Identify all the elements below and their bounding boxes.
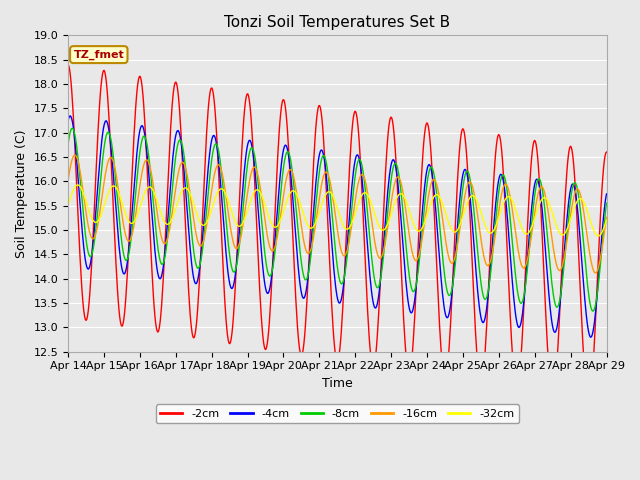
-32cm xyxy=(419,224,427,229)
-16cm xyxy=(64,178,72,184)
-16cm xyxy=(403,218,411,224)
Line: -32cm: -32cm xyxy=(68,185,607,236)
-32cm xyxy=(64,203,72,208)
-32cm xyxy=(603,217,611,223)
-8cm xyxy=(68,125,76,131)
-8cm xyxy=(75,160,83,166)
-8cm xyxy=(130,208,138,214)
Title: Tonzi Soil Temperatures Set B: Tonzi Soil Temperatures Set B xyxy=(224,15,451,30)
Y-axis label: Soil Temperature (C): Soil Temperature (C) xyxy=(15,129,28,258)
-2cm xyxy=(64,61,72,67)
-4cm xyxy=(67,113,74,119)
-4cm xyxy=(403,292,411,298)
Line: -16cm: -16cm xyxy=(68,155,607,273)
-2cm xyxy=(603,149,611,155)
-4cm xyxy=(419,201,427,206)
-8cm xyxy=(419,219,427,225)
-8cm xyxy=(603,200,611,206)
-32cm xyxy=(74,182,82,188)
-4cm xyxy=(75,181,83,187)
-16cm xyxy=(213,163,221,169)
-16cm xyxy=(185,181,193,187)
-32cm xyxy=(185,188,193,193)
-2cm xyxy=(74,206,82,212)
-2cm xyxy=(212,126,220,132)
Line: -8cm: -8cm xyxy=(68,128,607,311)
-2cm xyxy=(419,160,426,166)
-4cm xyxy=(603,191,611,197)
-8cm xyxy=(589,308,597,314)
-32cm xyxy=(403,202,411,207)
-16cm xyxy=(419,230,427,236)
-4cm xyxy=(130,185,138,191)
-4cm xyxy=(64,118,72,124)
-16cm xyxy=(71,152,79,158)
-8cm xyxy=(213,143,221,148)
-32cm xyxy=(75,182,83,188)
Line: -2cm: -2cm xyxy=(68,64,607,402)
Line: -4cm: -4cm xyxy=(68,116,607,337)
-2cm xyxy=(129,148,137,154)
-16cm xyxy=(130,223,138,228)
-4cm xyxy=(587,335,595,340)
-2cm xyxy=(184,274,192,280)
-8cm xyxy=(64,142,72,148)
-8cm xyxy=(403,256,411,262)
-4cm xyxy=(185,227,193,233)
Text: TZ_fmet: TZ_fmet xyxy=(74,49,124,60)
X-axis label: Time: Time xyxy=(322,377,353,390)
-32cm xyxy=(595,233,602,239)
Legend: -2cm, -4cm, -8cm, -16cm, -32cm: -2cm, -4cm, -8cm, -16cm, -32cm xyxy=(156,405,519,423)
-16cm xyxy=(591,270,599,276)
-32cm xyxy=(130,219,138,225)
-4cm xyxy=(213,145,221,151)
-16cm xyxy=(603,215,611,220)
-8cm xyxy=(185,197,193,203)
-2cm xyxy=(403,358,410,363)
-32cm xyxy=(213,191,221,196)
-2cm xyxy=(585,399,593,405)
-16cm xyxy=(75,160,83,166)
